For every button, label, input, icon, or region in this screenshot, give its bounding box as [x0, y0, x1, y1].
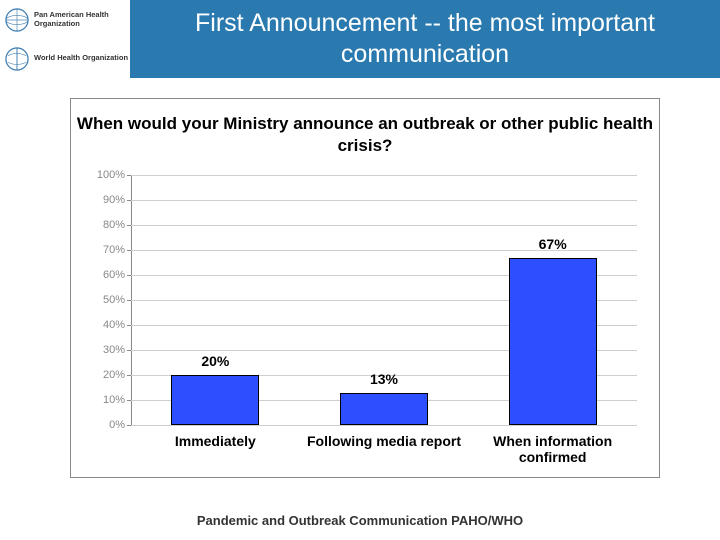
y-tick-label: 0% — [85, 419, 125, 431]
y-tick-label: 80% — [85, 219, 125, 231]
paho-logo-block: Pan American Health Organization — [0, 0, 130, 39]
title-column: First Announcement -- the most important… — [130, 0, 720, 78]
bar — [340, 393, 428, 426]
x-category-label: Immediately — [135, 433, 295, 449]
chart-container: When would your Ministry announce an out… — [70, 98, 660, 478]
grid-line — [131, 225, 637, 226]
y-tick-mark — [127, 175, 131, 176]
y-tick-label: 90% — [85, 194, 125, 206]
y-tick-mark — [127, 425, 131, 426]
y-tick-mark — [127, 275, 131, 276]
y-tick-mark — [127, 325, 131, 326]
y-tick-mark — [127, 375, 131, 376]
y-tick-mark — [127, 300, 131, 301]
y-tick-label: 60% — [85, 269, 125, 281]
y-tick-label: 30% — [85, 344, 125, 356]
bar-value-label: 13% — [370, 371, 398, 387]
y-tick-mark — [127, 400, 131, 401]
y-tick-label: 40% — [85, 319, 125, 331]
x-category-label: When information confirmed — [473, 433, 633, 465]
y-tick-label: 100% — [85, 169, 125, 181]
paho-logo-icon — [4, 7, 30, 33]
page-title: First Announcement -- the most important… — [140, 8, 710, 71]
bar-value-label: 67% — [539, 236, 567, 252]
logo-column: Pan American Health Organization World H… — [0, 0, 130, 78]
y-tick-label: 70% — [85, 244, 125, 256]
chart-plot-area: 0%10%20%30%40%50%60%70%80%90%100%20%Imme… — [131, 175, 637, 425]
y-tick-label: 50% — [85, 294, 125, 306]
who-logo-icon — [4, 46, 30, 72]
y-tick-mark — [127, 350, 131, 351]
y-tick-mark — [127, 225, 131, 226]
chart-title: When would your Ministry announce an out… — [71, 113, 659, 157]
y-tick-mark — [127, 200, 131, 201]
bar — [509, 258, 597, 426]
bar-value-label: 20% — [201, 353, 229, 369]
grid-line — [131, 175, 637, 176]
paho-label: Pan American Health Organization — [34, 11, 130, 28]
y-tick-label: 20% — [85, 369, 125, 381]
who-label: World Health Organization — [34, 54, 128, 62]
y-tick-label: 10% — [85, 394, 125, 406]
grid-line — [131, 200, 637, 201]
bar — [171, 375, 259, 425]
x-category-label: Following media report — [304, 433, 464, 449]
y-tick-mark — [127, 250, 131, 251]
header-bar: Pan American Health Organization World H… — [0, 0, 720, 78]
who-logo-block: World Health Organization — [0, 39, 130, 78]
grid-line — [131, 425, 637, 426]
footer-text: Pandemic and Outbreak Communication PAHO… — [0, 513, 720, 528]
